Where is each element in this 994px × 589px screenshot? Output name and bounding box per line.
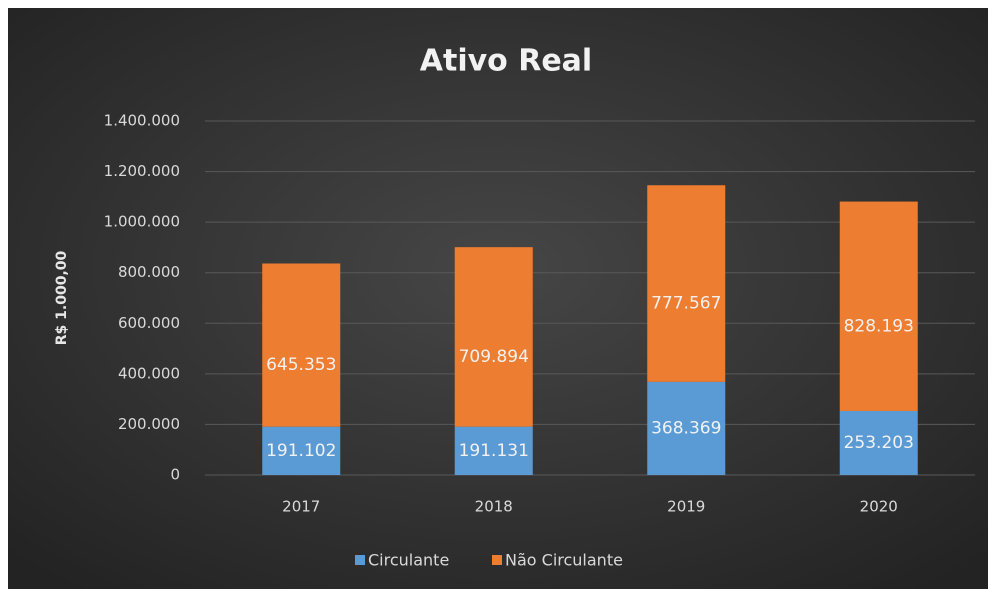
legend-swatch — [355, 555, 365, 565]
y-tick-label: 1.200.000 — [104, 162, 180, 180]
bar-segment — [454, 247, 533, 427]
y-axis-label: R$ 1.000,00 — [54, 251, 70, 346]
bar-segment — [839, 201, 918, 411]
data-label: 645.353 — [266, 355, 336, 375]
y-tick-label: 400.000 — [118, 364, 180, 382]
y-tick-label: 1.000.000 — [104, 213, 180, 231]
x-tick-label: 2020 — [860, 498, 898, 516]
bar-segment — [839, 410, 918, 475]
data-label: 368.369 — [651, 418, 721, 438]
data-label: 191.131 — [459, 441, 529, 461]
bar-segment — [262, 263, 341, 427]
data-label: 828.193 — [844, 316, 914, 336]
y-tick-label: 600.000 — [118, 314, 180, 332]
chart-title: Ativo Real — [420, 44, 592, 79]
legend-label: Não Circulante — [505, 551, 623, 570]
y-tick-label: 800.000 — [118, 263, 180, 281]
bar-segment — [262, 426, 341, 475]
data-label: 191.102 — [266, 441, 336, 461]
bar-segment — [647, 185, 726, 382]
data-label: 777.567 — [651, 294, 721, 314]
legend-swatch — [492, 555, 502, 565]
data-label: 253.203 — [844, 433, 914, 453]
bar-segment — [454, 426, 533, 475]
data-label: 709.894 — [459, 347, 529, 367]
legend-label: Circulante — [368, 551, 449, 570]
y-tick-label: 0 — [170, 466, 180, 484]
y-tick-label: 200.000 — [118, 415, 180, 433]
y-tick-label: 1.400.000 — [104, 112, 180, 130]
bar-segment — [647, 381, 726, 475]
x-tick-label: 2018 — [475, 498, 513, 516]
x-tick-label: 2017 — [282, 498, 320, 516]
x-tick-label: 2019 — [667, 498, 705, 516]
